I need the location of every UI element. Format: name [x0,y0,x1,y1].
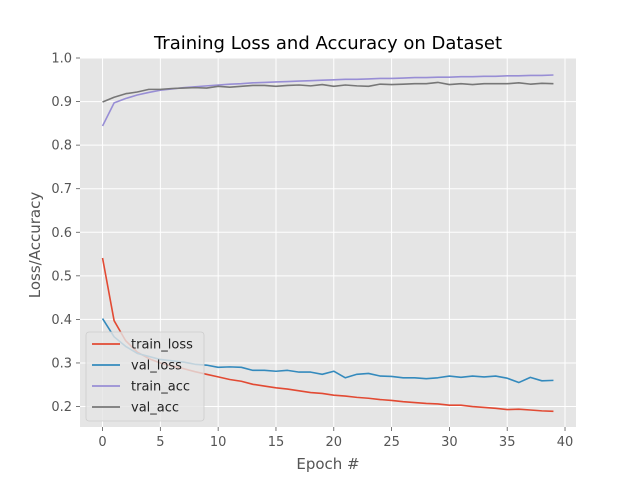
y-axis: 0.2 0.3 0.4 0.5 0.6 0.7 0.8 0.9 1.0 [51,52,80,415]
y-tick-label: 1.0 [51,52,72,67]
y-tick-label: 0.7 [51,182,72,197]
series-line-val-acc [102,81,554,103]
y-tick-label: 0.5 [51,269,72,284]
y-tick-label: 0.2 [51,400,72,415]
y-tick-label: 0.9 [51,95,72,110]
x-axis-label: Epoch # [296,455,359,473]
legend-label-train-acc: train_acc [131,380,190,395]
x-tick-label: 30 [441,435,458,450]
y-tick-label: 0.8 [51,139,72,154]
x-tick-label: 40 [557,435,574,450]
x-tick-label: 35 [499,435,516,450]
grid [80,57,576,427]
legend-label-val-acc: val_acc [131,401,179,416]
x-tick-label: 5 [156,435,164,450]
x-tick-label: 25 [383,435,400,450]
x-tick-label: 0 [98,435,106,450]
legend: train_loss val_loss train_acc val_acc [85,331,205,422]
legend-label-train-loss: train_loss [131,338,193,353]
x-tick-label: 20 [326,435,343,450]
y-tick-label: 0.4 [51,313,72,328]
x-axis: 0 5 10 15 20 25 30 35 40 [98,427,573,450]
x-tick-label: 15 [268,435,285,450]
y-tick-label: 0.3 [51,356,72,371]
y-tick-label: 0.6 [51,226,72,241]
legend-box [85,331,205,422]
legend-label-val-loss: val_loss [131,359,182,374]
chart-title: Training Loss and Accuracy on Dataset [153,33,502,54]
x-tick-label: 10 [210,435,227,450]
y-axis-label: Loss/Accuracy [26,192,44,299]
